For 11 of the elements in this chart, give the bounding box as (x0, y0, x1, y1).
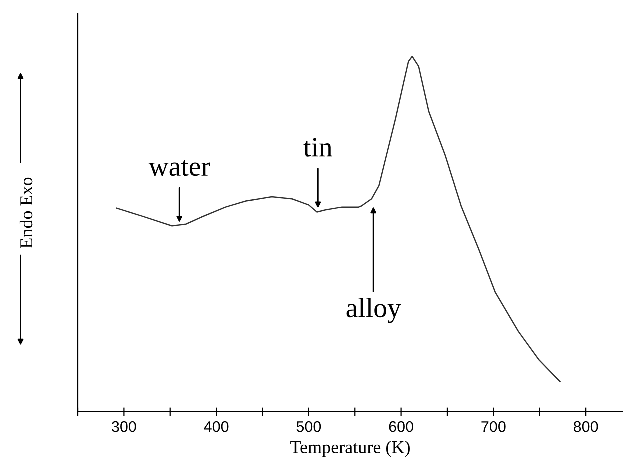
y-axis-title: Endo Exo (20, 178, 33, 248)
annotation: tin (304, 138, 332, 157)
x-axis-title: Temperature (K) (290, 440, 410, 458)
x-tick-label: 300 (112, 421, 136, 432)
x-tick-label: 600 (389, 421, 414, 432)
x-tick-label: 500 (296, 421, 322, 432)
x-tick-label: 800 (574, 421, 598, 432)
x-tick-label: 400 (204, 421, 229, 432)
annotation: alloy (346, 298, 402, 324)
x-tick-label: 700 (482, 421, 506, 432)
annotation: water (148, 160, 210, 176)
